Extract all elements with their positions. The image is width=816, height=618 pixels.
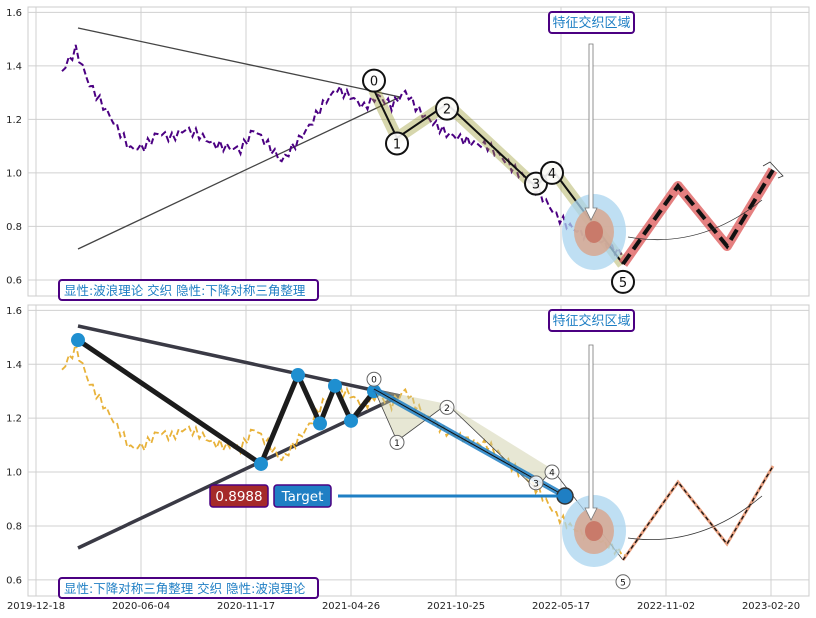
wave-point-label: 5 [620, 578, 626, 588]
wave-point-label: 1 [393, 137, 401, 152]
legend-box-top [58, 279, 319, 301]
pattern-dot [71, 333, 85, 348]
wave-line [373, 89, 624, 265]
top-panel-y-ticks: 0.6 0.8 1.0 1.2 1.4 1.6 [6, 8, 22, 287]
wave-point-label: 4 [548, 167, 556, 182]
y-tick-label: 1.4 [6, 360, 22, 371]
bottom-panel-grid [28, 305, 809, 596]
wave-point-label: 3 [533, 479, 539, 489]
legend-text-top: 显性:波浪理论 交织 隐性:下降对称三角整理 [64, 283, 306, 298]
price-line [61, 343, 626, 557]
wave-point-marker [389, 434, 405, 450]
y-tick-label: 0.8 [6, 521, 22, 532]
legend-text-bottom: 显性:下降对称三角整理 交织 隐性:波浪理论 [64, 581, 306, 596]
wave-markers-top: 0 1 2 34 5 [362, 68, 635, 294]
projection-arc [627, 199, 763, 241]
x-axis-ticks: 2019-12-18 2020-06-04 2020-11-17 2021-04-26… [7, 601, 800, 612]
y-tick-label: 0.6 [6, 275, 22, 286]
price-line [61, 44, 626, 257]
pattern-dot [328, 378, 342, 393]
annotation-box-top [548, 11, 635, 34]
y-tick-label: 1.0 [6, 468, 22, 479]
target-label: Target [281, 489, 324, 505]
annotation-text-top: 特征交织区域 [552, 15, 630, 31]
y-tick-label: 1.2 [6, 414, 22, 425]
intersection-blob-inner [585, 221, 603, 243]
wave-outline-bottom [373, 388, 624, 561]
x-tick-label: 2022-05-17 [532, 601, 590, 612]
top-panel-grid [28, 7, 809, 296]
wave-point-marker [615, 574, 631, 590]
x-tick-label: 2019-12-18 [7, 601, 65, 612]
y-tick-label: 1.6 [6, 306, 22, 317]
wave-point-marker [611, 269, 635, 294]
bottom-panel-y-ticks: 0.6 0.8 1.0 1.2 1.4 1.6 [6, 306, 22, 586]
pattern-dot [291, 368, 305, 383]
wave-point-label: 2 [444, 404, 450, 414]
wave-point-marker [540, 160, 564, 185]
triangle-lower-line [77, 96, 401, 250]
wave-point-marker [435, 96, 459, 121]
annotation-arrow [584, 43, 598, 221]
x-tick-label: 2020-06-04 [112, 601, 170, 612]
y-tick-label: 0.6 [6, 575, 22, 586]
pattern-dot [344, 413, 358, 428]
wave-point-marker [362, 68, 386, 93]
wave-point-label: 5 [619, 276, 627, 291]
target-value-box [209, 484, 269, 508]
top-panel-frame [27, 6, 810, 297]
wave-point-marker [544, 464, 560, 480]
y-tick-label: 1.0 [6, 168, 22, 179]
wave-point-label: 3 [532, 178, 540, 193]
projection-arc-bottom [627, 495, 763, 541]
x-tick-label: 2021-10-25 [427, 601, 485, 612]
bottom-panel: 0.60.81.01.21.41.6 2019-12-18 2020-06-04 2… [6, 304, 810, 612]
wave-point-marker [528, 475, 544, 491]
wave-point-label: 0 [370, 75, 378, 90]
triangle-upper-line [77, 27, 401, 98]
x-tick-label: 2023-02-20 [742, 601, 800, 612]
annotation-box-bottom [548, 309, 635, 332]
wave-point-label: 4 [549, 469, 555, 479]
x-tick-label: 2021-04-26 [322, 601, 380, 612]
y-tick-label: 0.8 [6, 222, 22, 233]
y-tick-label: 1.4 [6, 61, 22, 72]
x-tick-label: 2022-11-02 [637, 601, 695, 612]
legend-box-bottom [58, 577, 319, 599]
wave-point-label: 2 [443, 103, 451, 118]
triangle-upper-line-bottom [77, 324, 401, 398]
wave-point-marker [439, 399, 455, 415]
bottom-panel-frame [27, 304, 810, 597]
y-tick-label: 1.6 [6, 8, 22, 19]
wave-point-marker [366, 371, 382, 387]
top-panel-price-series [61, 44, 626, 257]
pattern-dot [254, 456, 268, 471]
wave-point-label: 0 [371, 376, 377, 386]
x-tick-label: 2020-11-17 [217, 601, 275, 612]
target-value: 0.8988 [215, 489, 262, 505]
wave-markers-bottom: 0 1 2 34 5 [366, 371, 631, 590]
target-label-box [273, 484, 332, 508]
projection-dashed [621, 168, 775, 266]
annotation-text-bottom: 特征交织区域 [552, 313, 630, 329]
annotation-arrow-bottom [584, 344, 598, 521]
wave-point-label: 1 [394, 439, 400, 449]
bottom-panel-price-series [61, 343, 626, 557]
pattern-dot [313, 416, 327, 431]
wave-point-marker [385, 131, 409, 156]
projection-end-bracket [762, 161, 784, 179]
top-panel: 0.6 0.8 1.0 1.2 1.4 1.6 0 1 2 34 5 特征交织区域 显性:波浪理论… [6, 6, 810, 301]
intersection-blob-inner-bottom [585, 521, 603, 541]
y-tick-label: 1.2 [6, 115, 22, 126]
